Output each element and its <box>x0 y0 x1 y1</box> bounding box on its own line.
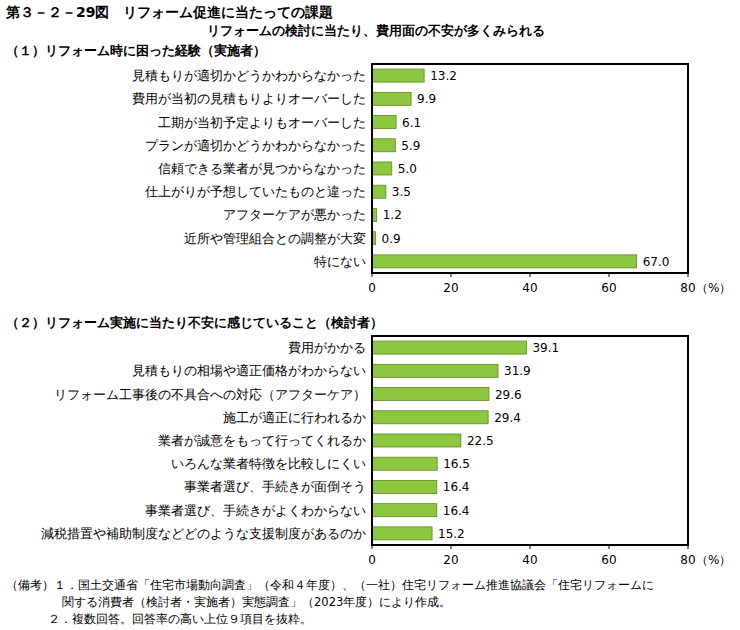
category-label: いろんな業者特徴を比較しにくい <box>171 456 366 471</box>
figure-title: 第３－２－29図 リフォーム促進に当たっての課題 <box>5 4 333 20</box>
bar <box>372 364 498 377</box>
category-label: 費用がかかる <box>288 340 366 355</box>
data-label: 16.5 <box>443 457 470 471</box>
tick-mark <box>609 273 610 277</box>
chart-title: （２）リフォーム実施に当たり不安に感じていること（検討者） <box>6 315 383 330</box>
data-label: 9.9 <box>417 92 436 106</box>
tick-mark <box>530 273 531 277</box>
plot-frame <box>372 336 688 545</box>
bar <box>372 139 395 152</box>
category-label: 費用が当初の見積もりよりオーバーした <box>132 91 366 106</box>
tick-mark <box>688 273 689 277</box>
data-label: 31.9 <box>504 364 531 378</box>
category-label: 減税措置や補助制度などどのような支援制度があるのか <box>41 526 366 541</box>
data-label: 3.5 <box>392 185 411 199</box>
category-label: 施工が適正に行われるか <box>223 410 366 425</box>
category-label: 見積もりが適切かどうかわからなかった <box>132 68 366 83</box>
note: （備考）１．国土交通省「住宅市場動向調査」（令和４年度）、（一社）住宅リフォーム… <box>6 578 654 592</box>
axis-label: （%） <box>696 553 731 567</box>
bar <box>372 388 489 401</box>
category-label: 工期が当初予定よりもオーバーした <box>158 115 366 130</box>
bar <box>372 434 461 447</box>
bar <box>372 341 526 354</box>
category-label: 事業者選び、手続きが面倒そう <box>184 479 366 494</box>
bars <box>372 69 637 268</box>
category-label: プランが適切かどうかわからなかった <box>145 138 366 153</box>
data-label: 6.1 <box>402 116 421 130</box>
tick-label: 80 <box>680 553 695 567</box>
category-label: アフターケアが悪かった <box>223 207 366 222</box>
chart-title: （１）リフォーム時に困った経験（実施者） <box>6 43 266 58</box>
data-label: 67.0 <box>643 255 670 269</box>
data-label: 13.2 <box>430 69 457 83</box>
category-label: 事業者選び、手続きがよくわからない <box>145 503 366 518</box>
tick-mark <box>688 545 689 549</box>
plot-frame <box>372 64 688 273</box>
data-label: 39.1 <box>532 341 559 355</box>
chart: （１）リフォーム時に困った経験（実施者） 見積もりが適切かどうかわからなかった 13… <box>6 43 731 295</box>
bar <box>372 480 437 493</box>
tick-label: 60 <box>601 281 616 295</box>
data-label: 0.9 <box>382 232 401 246</box>
category-label: 特にない <box>314 254 366 269</box>
tick-label: 20 <box>443 281 458 295</box>
data-label: 5.9 <box>401 139 420 153</box>
note: ２．複数回答。回答率の高い上位９項目を抜粋。 <box>48 612 312 626</box>
figure-subtitle: リフォームの検討に当たり、費用面の不安が多くみられる <box>207 23 545 38</box>
tick-mark <box>530 545 531 549</box>
bar <box>372 527 432 540</box>
data-label: 1.2 <box>383 208 402 222</box>
category-label: リフォーム工事後の不具合への対応（アフターケア） <box>54 387 366 402</box>
category-label: 信頼できる業者が見つからなかった <box>158 161 366 176</box>
data-label: 15.2 <box>438 527 465 541</box>
data-label: 5.0 <box>398 162 417 176</box>
data-label: 16.4 <box>443 480 470 494</box>
chart: （２）リフォーム実施に当たり不安に感じていること（検討者） 費用がかかる 39.1 見… <box>6 315 731 567</box>
tick-label: 40 <box>522 281 537 295</box>
tick-label: 60 <box>601 553 616 567</box>
bar <box>372 162 392 175</box>
tick-mark <box>451 545 452 549</box>
data-label: 29.4 <box>494 411 521 425</box>
bar <box>372 116 396 129</box>
bar <box>372 92 411 105</box>
tick-label: 0 <box>368 553 376 567</box>
data-label: 29.6 <box>495 388 522 402</box>
category-label: 業者が誠意をもって行ってくれるか <box>158 433 366 448</box>
tick-mark <box>372 545 373 549</box>
bar <box>372 411 488 424</box>
category-label: 仕上がりが予想していたものと違った <box>144 184 366 199</box>
tick-mark <box>372 273 373 277</box>
axis-label: （%） <box>696 281 731 295</box>
bar <box>372 457 437 470</box>
tick-mark <box>609 545 610 549</box>
category-label: 見積もりの相場や適正価格がわからない <box>132 363 366 378</box>
tick-mark <box>451 273 452 277</box>
data-label: 16.4 <box>443 504 470 518</box>
tick-label: 40 <box>522 553 537 567</box>
tick-label: 20 <box>443 553 458 567</box>
tick-label: 0 <box>368 281 376 295</box>
category-label: 近所や管理組合との調整が大変 <box>184 231 366 246</box>
data-label: 22.5 <box>467 434 494 448</box>
figure: 第３－２－29図 リフォーム促進に当たっての課題リフォームの検討に当たり、費用面… <box>0 0 740 630</box>
bar <box>372 504 437 517</box>
bar <box>372 69 424 82</box>
bar <box>372 185 386 198</box>
note: 関する消費者（検討者・実施者）実態調査」（2023年度）により作成。 <box>62 595 451 609</box>
tick-label: 80 <box>680 281 695 295</box>
bar <box>372 255 637 268</box>
